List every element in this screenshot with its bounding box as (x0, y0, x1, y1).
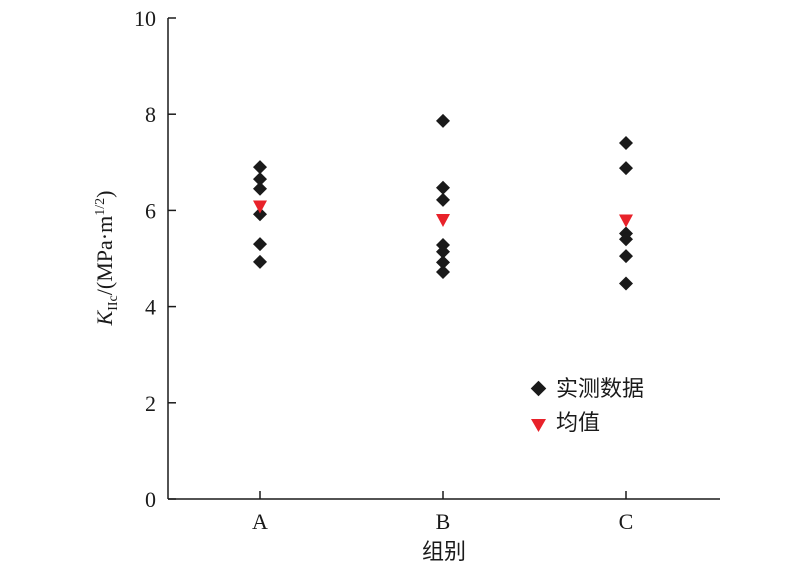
y-tick-label: 8 (145, 102, 156, 127)
data-point-measured (253, 237, 267, 252)
x-axis-ticks: A B C (252, 491, 633, 534)
y-tick-label: 10 (134, 6, 156, 31)
data-point-measured (436, 244, 450, 259)
y-axis-unit-sup: 1/2 (93, 198, 108, 216)
data-point-measured (436, 192, 450, 207)
data-point-measured (619, 276, 633, 291)
data-point-measured (253, 181, 267, 196)
data-point-measured (253, 207, 267, 222)
x-axis-title: 组别 (422, 540, 466, 565)
legend: 实测数据 均值 (530, 377, 644, 436)
x-tick-label: C (619, 509, 634, 534)
legend-label-measured: 实测数据 (556, 377, 644, 402)
y-axis-ticks: 0 2 4 6 8 10 (134, 6, 176, 512)
data-point-measured (253, 172, 267, 187)
y-tick-label: 2 (145, 391, 156, 416)
x-tick-label: B (436, 509, 451, 534)
y-tick-label: 6 (145, 198, 156, 223)
y-axis-symbol: K (92, 309, 117, 326)
data-point-measured (619, 161, 633, 176)
data-point-measured (436, 255, 450, 270)
data-point-measured (619, 249, 633, 264)
data-point-measured (619, 232, 633, 247)
data-point-measured (436, 113, 450, 128)
data-point-measured (253, 160, 267, 175)
legend-marker-mean (531, 419, 546, 432)
y-tick-label: 4 (145, 295, 156, 320)
data-marks (253, 113, 633, 291)
y-axis-subscript: IIc (106, 295, 121, 311)
data-point-mean (253, 200, 267, 214)
data-point-measured (253, 254, 267, 269)
data-point-mean (619, 214, 633, 228)
data-point-measured (436, 264, 450, 279)
y-axis-unit-suffix: ) (92, 191, 117, 198)
y-axis-unit-prefix: /(MPa·m (92, 216, 117, 295)
legend-marker-measured (530, 380, 547, 397)
data-point-mean (436, 214, 450, 228)
x-tick-label: A (252, 509, 268, 534)
data-point-measured (436, 180, 450, 195)
y-tick-label: 0 (145, 487, 156, 512)
data-point-measured (619, 136, 633, 151)
legend-label-mean: 均值 (556, 411, 600, 436)
y-axis-title: KIIc/(MPa·m1/2) (92, 191, 121, 327)
